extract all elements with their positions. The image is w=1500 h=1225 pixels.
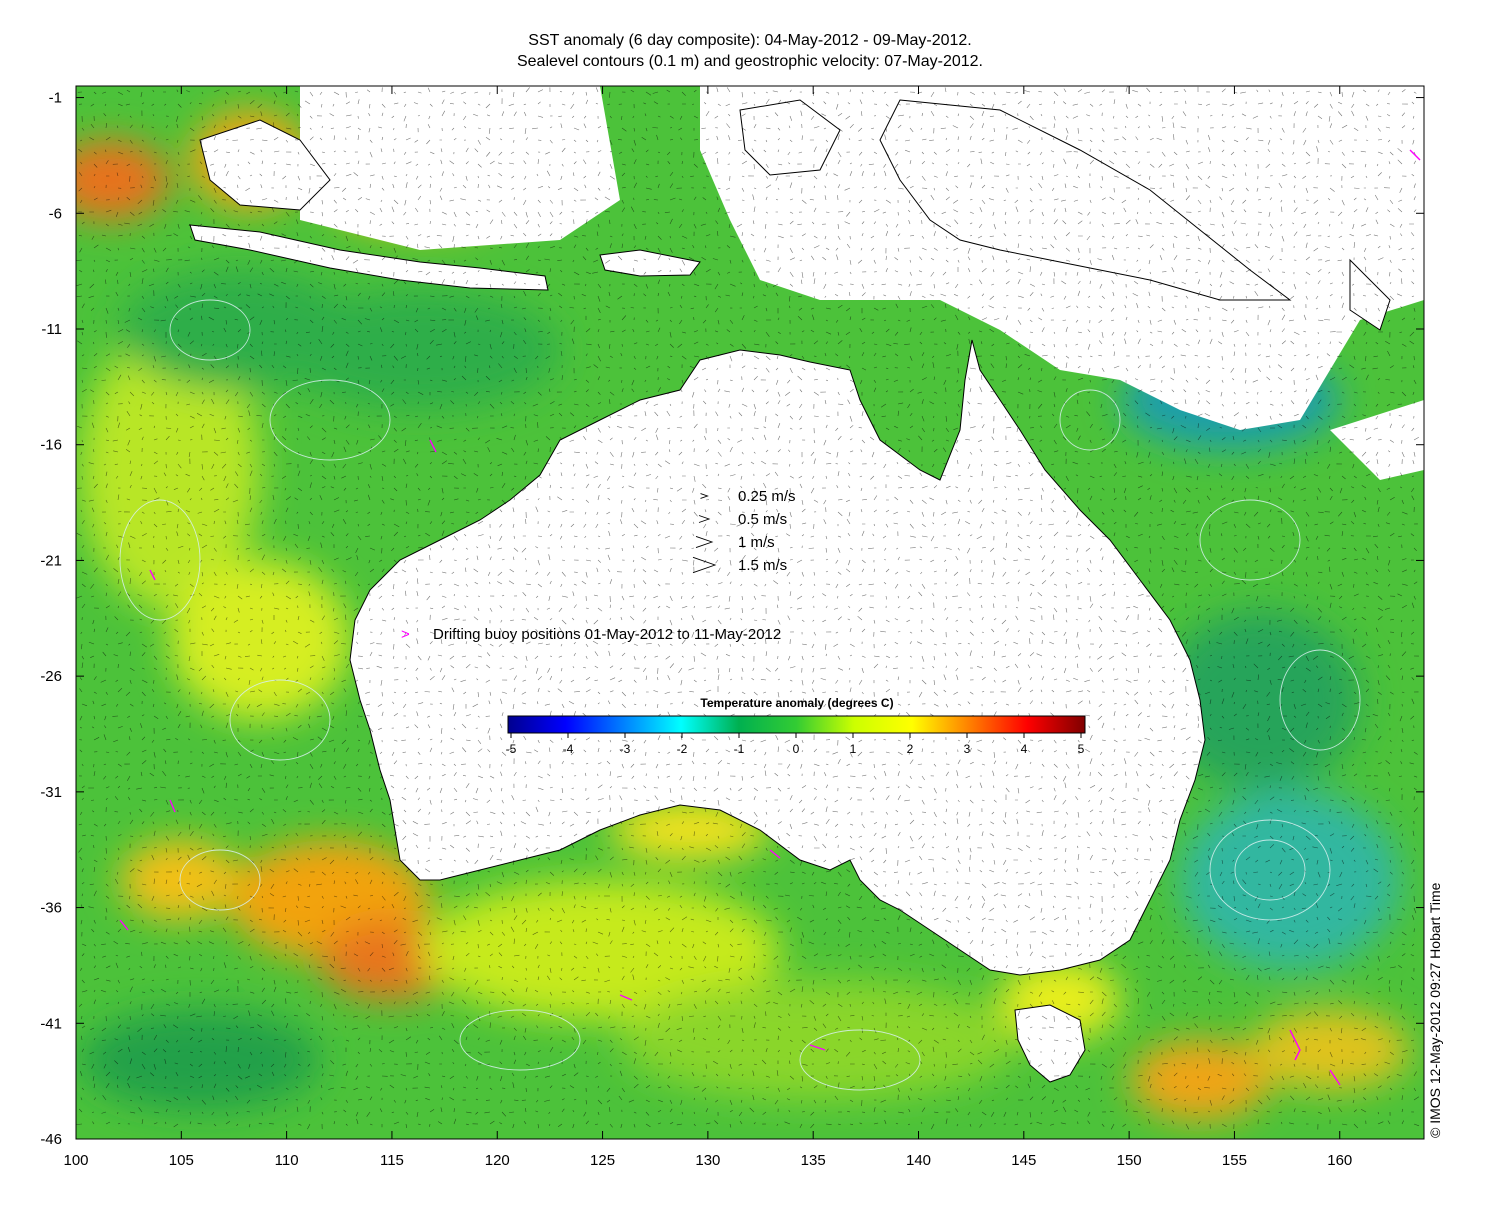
x-tick-label: 100: [63, 1152, 88, 1169]
colorbar-tick-label: 5: [1078, 742, 1085, 756]
island-new-guinea: [879, 99, 1292, 301]
y-tick-label: -26: [40, 668, 62, 685]
colorbar-tick-label: 0: [793, 742, 800, 756]
x-axis: 100 105 110 115 120 125 130 135 140 145 150 155 160: [63, 86, 1352, 1169]
velocity-arrows: [76, 86, 1420, 1130]
y-tick-label: -21: [40, 552, 62, 569]
colorbar-tick-label: -4: [563, 742, 574, 756]
x-tick-label: 110: [275, 1152, 299, 1169]
velocity-scale-item: 1 m/s: [695, 534, 775, 551]
colorbar-tick-label: -1: [734, 742, 745, 756]
x-tick-label: 150: [1117, 1152, 1142, 1169]
x-tick-label: 140: [906, 1152, 931, 1169]
y-tick-label: -16: [40, 437, 62, 454]
velocity-scale-label: 0.5 m/s: [738, 511, 787, 528]
velocity-scale-item: 0.25 m/s: [700, 488, 796, 505]
buoy-legend: > Drifting buoy positions 01-May-2012 to…: [401, 626, 781, 643]
credit-text: © IMOS 12-May-2012 09:27 Hobart Time: [1427, 882, 1443, 1138]
velocity-scale-item: 1.5 m/s: [692, 556, 787, 574]
velocity-arrow-field: [76, 86, 1420, 1130]
colorbar-ticks: -5 -4 -3 -2 -1 0 1 2 3 4 5: [506, 733, 1085, 756]
x-tick-label: 160: [1327, 1152, 1352, 1169]
y-tick-label: -41: [40, 1015, 62, 1032]
velocity-arrow-glyph: [700, 493, 709, 499]
island-timor: [599, 249, 701, 277]
title-line-1: SST anomaly (6 day composite): 04-May-20…: [528, 32, 972, 49]
x-tick-label: 155: [1222, 1152, 1247, 1169]
y-axis: -1-6-11-16-21-26-31-36-41-46: [40, 90, 1424, 1148]
velocity-scale-legend: 0.25 m/s 0.5 m/s 1 m/s 1.5 m/s: [692, 488, 796, 574]
y-tick-label: -31: [40, 784, 62, 801]
title-line-2: Sealevel contours (0.1 m) and geostrophi…: [516, 53, 983, 70]
y-tick-label: -36: [40, 900, 62, 917]
colorbar-title: Temperature anomaly (degrees C): [700, 696, 893, 710]
plot-frame: [75, 85, 1425, 1140]
velocity-arrow-glyph: [698, 515, 711, 523]
colorbar-tick-label: 3: [964, 742, 971, 756]
y-tick-label: -6: [49, 205, 62, 222]
colorbar-tick-label: -2: [677, 742, 688, 756]
buoy-symbol: >: [401, 626, 410, 643]
x-tick-label: 145: [1011, 1152, 1036, 1169]
velocity-scale-label: 0.25 m/s: [738, 488, 796, 505]
x-tick-label: 120: [485, 1152, 510, 1169]
velocity-arrow-glyph: [692, 556, 717, 574]
island-sulawesi: [739, 99, 841, 176]
buoy-tracks: [119, 149, 1421, 1086]
x-tick-label: 105: [169, 1152, 194, 1169]
x-tick-label: 115: [380, 1152, 404, 1169]
map-area: [76, 86, 1424, 1139]
chart-title: SST anomaly (6 day composite): 04-May-20…: [0, 30, 1500, 72]
buoy-legend-label: Drifting buoy positions 01-May-2012 to 1…: [433, 626, 781, 643]
colorbar-tick-label: 1: [850, 742, 857, 756]
x-tick-label: 130: [695, 1152, 720, 1169]
velocity-scale-item: 0.5 m/s: [698, 511, 787, 528]
island-borneo-south: [199, 119, 331, 211]
y-tick-label: -11: [41, 321, 62, 338]
colorbar-tick-label: -3: [620, 742, 631, 756]
velocity-arrow-glyph: [695, 535, 714, 549]
x-tick-label: 135: [801, 1152, 826, 1169]
colorbar-tick-label: 4: [1021, 742, 1028, 756]
island-solomon: [1349, 258, 1391, 331]
velocity-scale-label: 1.5 m/s: [738, 557, 787, 574]
x-tick-label: 125: [590, 1152, 615, 1169]
colorbar-tick-label: -5: [506, 742, 517, 756]
island-java: [189, 224, 549, 291]
colorbar: Temperature anomaly (degrees C) -5 -4 -3 -2…: [506, 696, 1086, 756]
y-tick-label: -46: [40, 1131, 62, 1148]
y-tick-label: -1: [49, 90, 62, 107]
colorbar-gradient: [507, 715, 1086, 734]
sealevel-contours: [119, 299, 1361, 1091]
velocity-scale-label: 1 m/s: [738, 534, 775, 551]
colorbar-tick-label: 2: [907, 742, 914, 756]
